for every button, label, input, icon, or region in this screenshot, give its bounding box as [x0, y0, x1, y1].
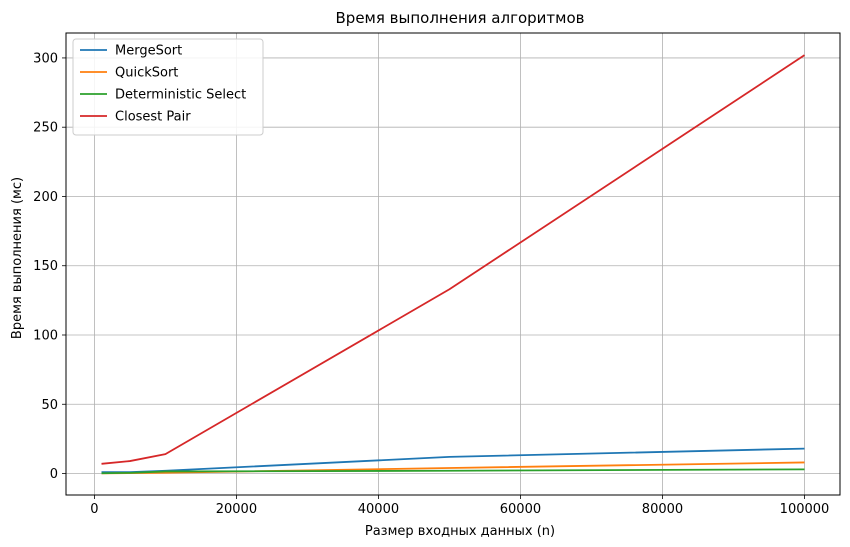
y-tick-label: 50 [41, 398, 58, 413]
x-tick-label: 60000 [500, 502, 541, 517]
series-line-3 [101, 54, 805, 465]
series-layer [101, 54, 805, 475]
legend-box [72, 38, 264, 136]
y-tick-label: 200 [33, 190, 58, 205]
x-tick-label: 20000 [216, 502, 257, 517]
x-tick-label: 0 [90, 502, 98, 517]
y-tick-label: 0 [50, 467, 58, 482]
x-tick-label: 80000 [642, 502, 683, 517]
x-axis: 0 20000 40000 60000 80000 100000 [90, 495, 829, 517]
series-line-2 [101, 468, 805, 475]
x-tick-label: 40000 [358, 502, 399, 517]
legend-label: QuickSort [115, 66, 178, 81]
chart-title: Время выполнения алгоритмов [336, 9, 585, 27]
y-tick-label: 300 [33, 51, 58, 66]
y-tick-label: 250 [33, 121, 58, 136]
y-tick-label: 150 [33, 259, 58, 274]
legend-label: Closest Pair [115, 110, 191, 125]
y-tick-label: 100 [33, 328, 58, 343]
legend-label: MergeSort [115, 44, 182, 59]
x-tick-label: 100000 [780, 502, 830, 517]
x-axis-title: Размер входных данных (n) [365, 524, 555, 539]
plot-area-frame [65, 32, 841, 496]
legend-label: Deterministic Select [115, 88, 246, 103]
legend: MergeSort QuickSort Deterministic Select Cl… [72, 38, 264, 136]
y-axis-title: Время выполнения (мс) [10, 177, 25, 339]
y-axis: 0 50 100 150 200 250 300 [33, 51, 66, 482]
